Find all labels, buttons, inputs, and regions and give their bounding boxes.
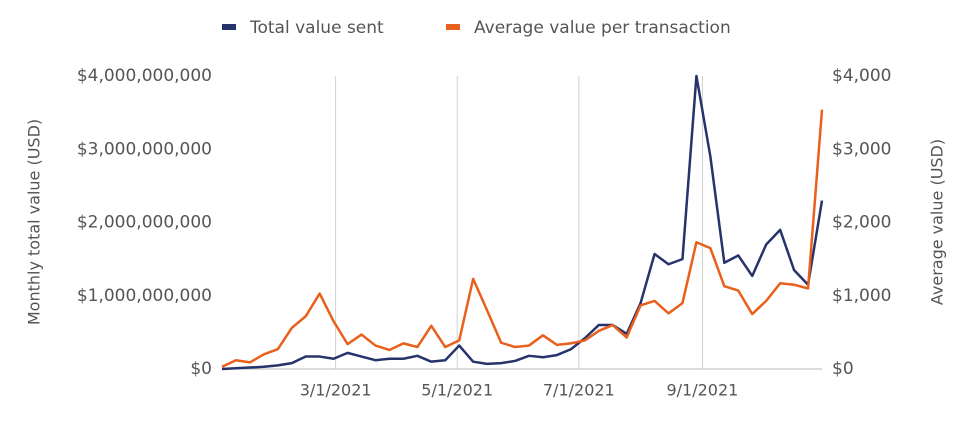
y-axis-title: Monthly total value (USD) (25, 119, 44, 325)
x-tick-label: 3/1/2021 (300, 381, 372, 400)
y-tick-label: $0 (190, 359, 212, 379)
series-line (221, 109, 824, 368)
y2-tick-label: $2,000 (832, 213, 891, 233)
x-tick-label: 7/1/2021 (543, 381, 615, 400)
legend-swatch (222, 24, 236, 30)
y-tick-label: $3,000,000,000 (77, 139, 212, 159)
y-tick-label: $4,000,000,000 (77, 66, 212, 86)
legend-swatch (446, 24, 460, 30)
x-tick-label: 5/1/2021 (421, 381, 493, 400)
y-tick-label: $1,000,000,000 (77, 286, 212, 306)
y-tick-label: $2,000,000,000 (77, 213, 212, 233)
x-tick-label: 9/1/2021 (666, 381, 738, 400)
y2-tick-label: $1,000 (832, 286, 891, 306)
legend-label: Total value sent (249, 18, 384, 38)
y2-axis-title: Average value (USD) (928, 139, 947, 305)
series-line (221, 74, 824, 371)
y2-tick-label: $4,000 (832, 66, 891, 86)
legend-label: Average value per transaction (474, 18, 731, 38)
y2-tick-label: $0 (832, 359, 854, 379)
y2-tick-label: $3,000 (832, 139, 891, 159)
